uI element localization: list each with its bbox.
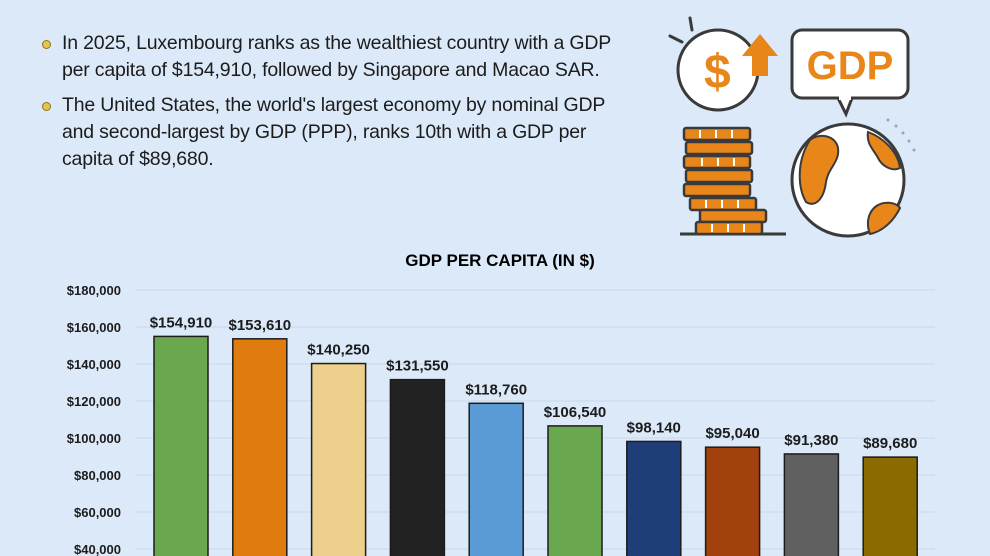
bar-value-label: $153,610 — [229, 317, 292, 334]
bullet-item: In 2025, Luxembourg ranks as the wealthi… — [40, 30, 620, 84]
dollar-symbol: $ — [704, 46, 731, 99]
bar — [704, 446, 761, 556]
bar — [389, 378, 446, 556]
bar — [547, 425, 603, 556]
globe-icon — [790, 118, 916, 238]
y-tick-label: $80,000 — [74, 468, 121, 483]
y-tick-label: $140,000 — [67, 357, 121, 372]
gdp-illustration: $ GDP — [668, 16, 916, 238]
chart-bars — [153, 335, 918, 556]
bullet-item: The United States, the world's largest e… — [40, 92, 620, 173]
gdp-bar-chart: GDP PER CAPITA (IN $) $40,000 $60,000 $80,… — [67, 251, 935, 556]
bar-value-label: $154,910 — [150, 314, 213, 331]
bar-value-label: $91,380 — [784, 432, 838, 449]
bar-value-label: $95,040 — [705, 425, 759, 442]
dollar-up-icon: $ — [668, 16, 778, 112]
y-tick-label: $160,000 — [67, 320, 121, 335]
bar — [310, 362, 367, 556]
bar-value-label: $98,140 — [627, 419, 681, 436]
bullet-dot-icon — [42, 40, 51, 49]
bullet-dot-icon — [42, 102, 51, 111]
y-tick-label: $100,000 — [67, 431, 121, 446]
bar-value-label: $131,550 — [386, 358, 449, 375]
bar-value-label: $140,250 — [307, 342, 370, 359]
bullet-text: In 2025, Luxembourg ranks as the wealthi… — [62, 32, 611, 81]
bar-value-label: $89,680 — [863, 435, 917, 452]
y-tick-label: $180,000 — [67, 283, 121, 298]
summary-bullets: In 2025, Luxembourg ranks as the wealthi… — [40, 30, 620, 181]
bar — [153, 335, 209, 556]
coin-stacks-icon — [680, 126, 786, 236]
bar — [783, 453, 840, 556]
bar — [232, 338, 288, 556]
y-tick-label: $40,000 — [74, 542, 121, 556]
gdp-badge-text: GDP — [807, 44, 894, 88]
bar-value-label: $118,760 — [465, 381, 527, 398]
bullet-text: The United States, the world's largest e… — [62, 94, 605, 170]
value-labels: $154,910 $153,610 $140,250 $131,550 $118,760… — [150, 314, 918, 452]
chart-title: GDP PER CAPITA (IN $) — [405, 251, 595, 270]
y-tick-label: $120,000 — [67, 394, 121, 409]
y-tick-label: $60,000 — [74, 505, 121, 520]
bar — [862, 456, 918, 556]
bar — [468, 402, 524, 556]
gdp-speech-bubble-icon: GDP — [790, 28, 910, 118]
bar — [626, 440, 682, 556]
bar-value-label: $106,540 — [544, 404, 607, 421]
y-axis-ticks: $40,000 $60,000 $80,000 $100,000 $120,000 $14… — [67, 283, 121, 556]
